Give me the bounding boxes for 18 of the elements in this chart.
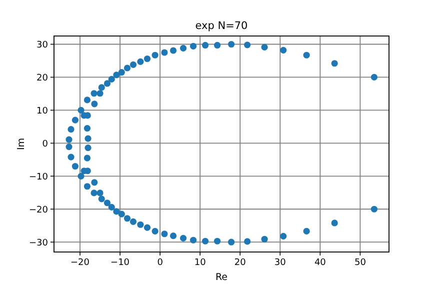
chart-title: exp N=70 bbox=[195, 20, 248, 32]
y-tick-label: 10 bbox=[36, 106, 48, 116]
y-axis-title: Im bbox=[16, 138, 27, 150]
x-tick-label: 50 bbox=[354, 258, 366, 268]
y-tick-label: 30 bbox=[36, 40, 48, 50]
y-tick-label: 20 bbox=[36, 73, 48, 84]
x-tick-label: 10 bbox=[194, 258, 206, 268]
x-tick-label: 20 bbox=[234, 258, 246, 268]
x-tick-label: 30 bbox=[274, 258, 286, 268]
x-axis-title: Re bbox=[215, 272, 228, 283]
x-tick-label: 0 bbox=[157, 258, 164, 268]
y-tick-label: −20 bbox=[29, 205, 48, 216]
y-tick-label: −10 bbox=[29, 172, 48, 182]
y-tick-label: −30 bbox=[29, 238, 48, 248]
y-tick-label: 0 bbox=[42, 139, 48, 150]
x-tick-label: −10 bbox=[110, 258, 130, 268]
x-tick-label: −20 bbox=[70, 258, 90, 268]
x-tick-label: 40 bbox=[314, 258, 326, 268]
